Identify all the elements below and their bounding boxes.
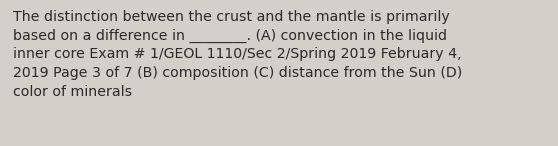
Text: The distinction between the crust and the mantle is primarily
based on a differe: The distinction between the crust and th…: [13, 10, 462, 99]
